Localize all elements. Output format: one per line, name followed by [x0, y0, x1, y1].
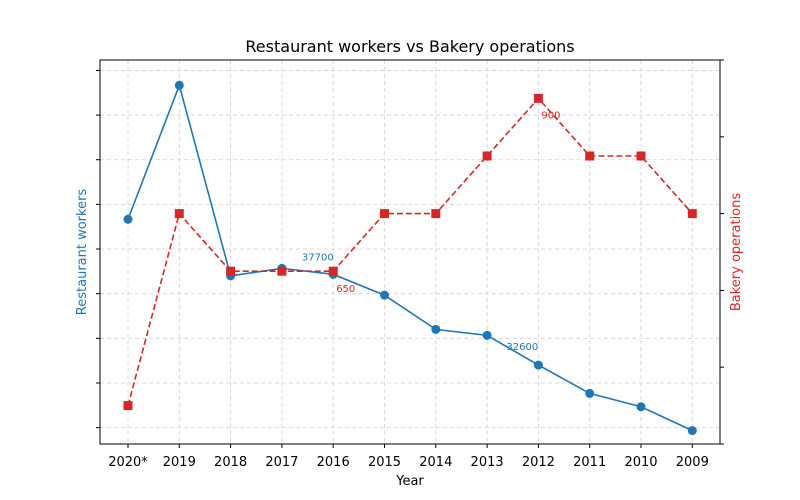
right-axis [720, 59, 724, 445]
series-line-1 [127, 97, 693, 406]
data-point [380, 209, 389, 219]
left-axis-label: Restaurant workers [75, 189, 90, 316]
data-point [328, 266, 338, 276]
x-axis: 2020* 2019 2018 2017 2016 2015 2014 2013 2012 201… [108, 444, 709, 470]
series-layer [123, 80, 697, 436]
x-tick-label: 2018 [214, 455, 247, 470]
data-label: 900 [541, 110, 560, 121]
data-point [687, 209, 697, 219]
data-point [174, 80, 184, 90]
right-axis-label: Bakery operations [729, 193, 744, 312]
chart-title: Restaurant workers vs Bakery operations [245, 37, 574, 56]
data-point [123, 214, 133, 224]
series-line-0 [127, 82, 693, 432]
data-point [636, 402, 646, 412]
x-tick-label: 2013 [471, 455, 504, 470]
left-axis [96, 69, 100, 429]
data-point [380, 290, 389, 300]
x-tick-label: 2015 [368, 455, 401, 470]
x-tick-label: 2014 [419, 455, 452, 470]
x-tick-label: 2016 [317, 455, 350, 470]
data-point [533, 360, 543, 370]
data-point [226, 266, 236, 276]
x-tick-label: 2011 [573, 455, 606, 470]
data-point [123, 401, 133, 411]
data-point [585, 151, 595, 161]
data-label: 37700 [302, 252, 334, 263]
grid [100, 60, 720, 444]
data-point [431, 324, 441, 334]
x-tick-label: 2019 [163, 455, 196, 470]
data-label: 650 [336, 284, 355, 295]
x-tick-label: 2012 [522, 455, 555, 470]
x-tick-label: 2010 [624, 455, 657, 470]
x-tick-label: 2009 [676, 455, 709, 470]
x-tick-label: 2020* [108, 455, 148, 470]
data-point [482, 151, 492, 161]
annotations-layer: 37700 32600 650 900 [302, 110, 561, 353]
data-point [533, 93, 543, 103]
data-point [482, 330, 492, 340]
data-point [174, 209, 184, 219]
data-point [687, 426, 697, 436]
data-point [277, 266, 287, 276]
data-point [636, 151, 646, 161]
x-tick-label: 2017 [265, 455, 298, 470]
x-axis-label: Year [395, 474, 424, 489]
data-point [585, 388, 595, 398]
plot-frame [99, 59, 721, 445]
data-label: 32600 [506, 342, 538, 353]
data-point [431, 209, 441, 219]
